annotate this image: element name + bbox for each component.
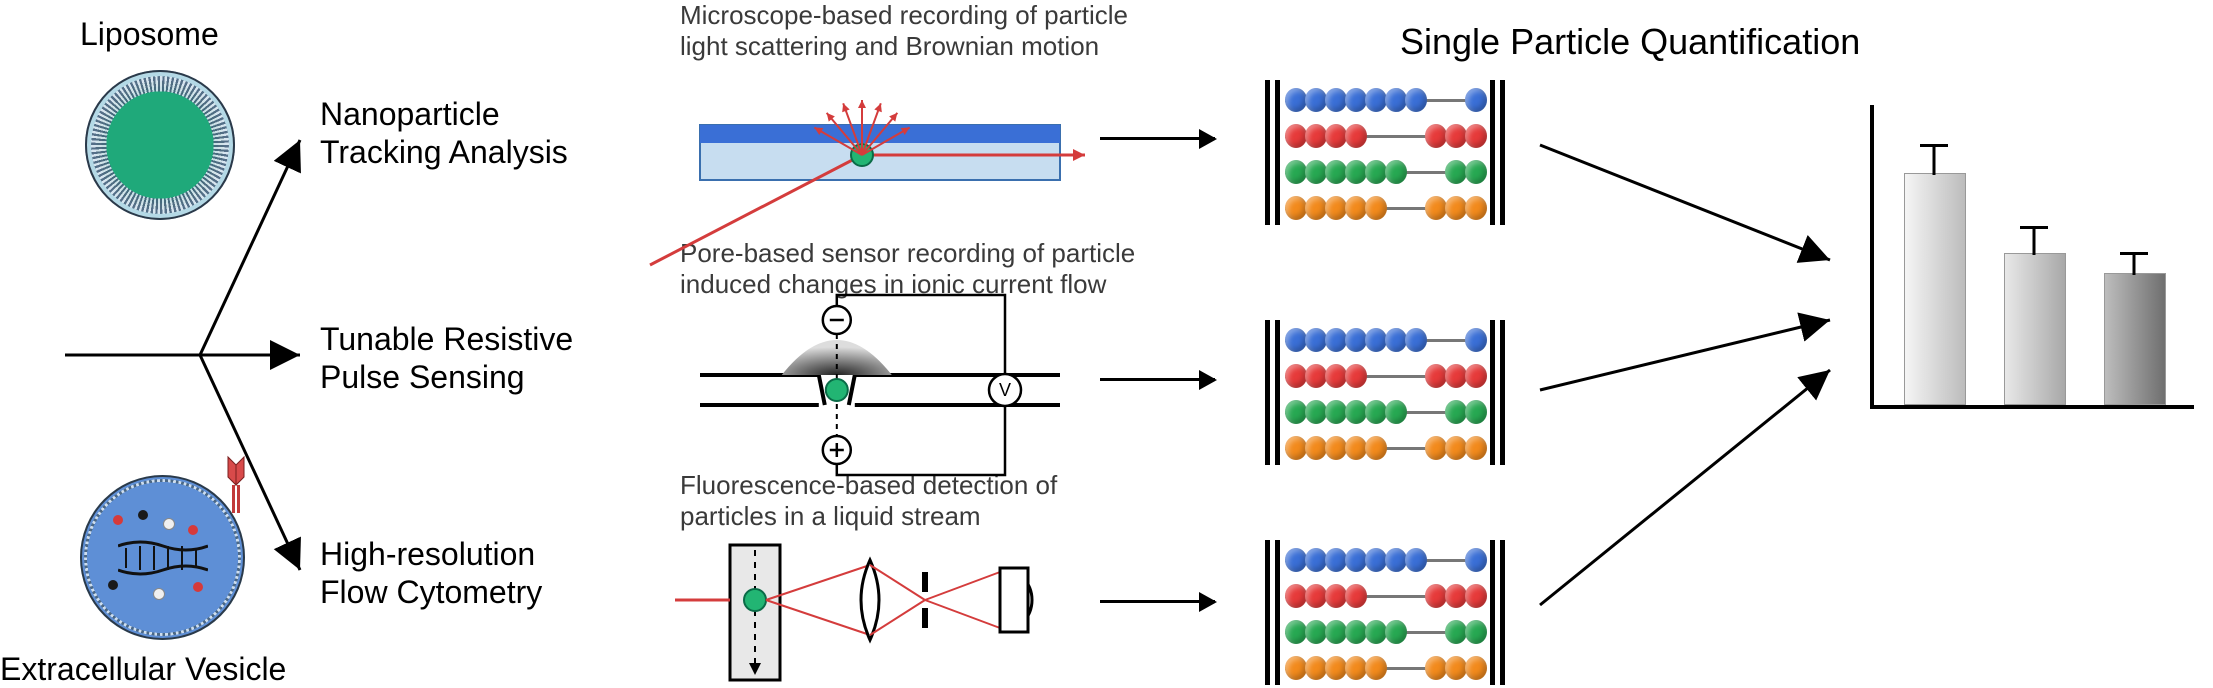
method-fc-label: High-resolutionFlow Cytometry: [320, 535, 542, 612]
extracellular-vesicle-icon: [80, 475, 245, 640]
liposome-icon: [85, 70, 235, 220]
bar-1: [2004, 227, 2064, 405]
arrow-to-quant-1: [1100, 378, 1215, 381]
desc-nta: Microscope-based recording of particleli…: [680, 0, 1128, 62]
abacus-2: [1265, 540, 1505, 685]
abacus-0: [1265, 80, 1505, 225]
abacus-1: [1265, 320, 1505, 465]
method-nta-label: NanoparticleTracking Analysis: [320, 95, 568, 172]
quantification-title: Single Particle Quantification: [1400, 20, 1860, 63]
arrow-to-quant-0: [1100, 137, 1215, 140]
bar-2: [2104, 253, 2164, 405]
svg-text:V: V: [999, 380, 1011, 400]
desc-fc: Fluorescence-based detection ofparticles…: [680, 470, 1057, 532]
ev-label: Extracellular Vesicle: [0, 650, 286, 688]
desc-trps: Pore-based sensor recording of particlei…: [680, 238, 1135, 300]
liposome-label: Liposome: [80, 15, 219, 53]
arrow-to-quant-2: [1100, 600, 1215, 603]
bar-0: [1904, 145, 1964, 405]
diagram-canvas: Liposome Extracellular Vesicle: [0, 0, 2213, 685]
method-trps-label: Tunable ResistivePulse Sensing: [320, 320, 573, 397]
bar-chart: [1870, 105, 2194, 409]
